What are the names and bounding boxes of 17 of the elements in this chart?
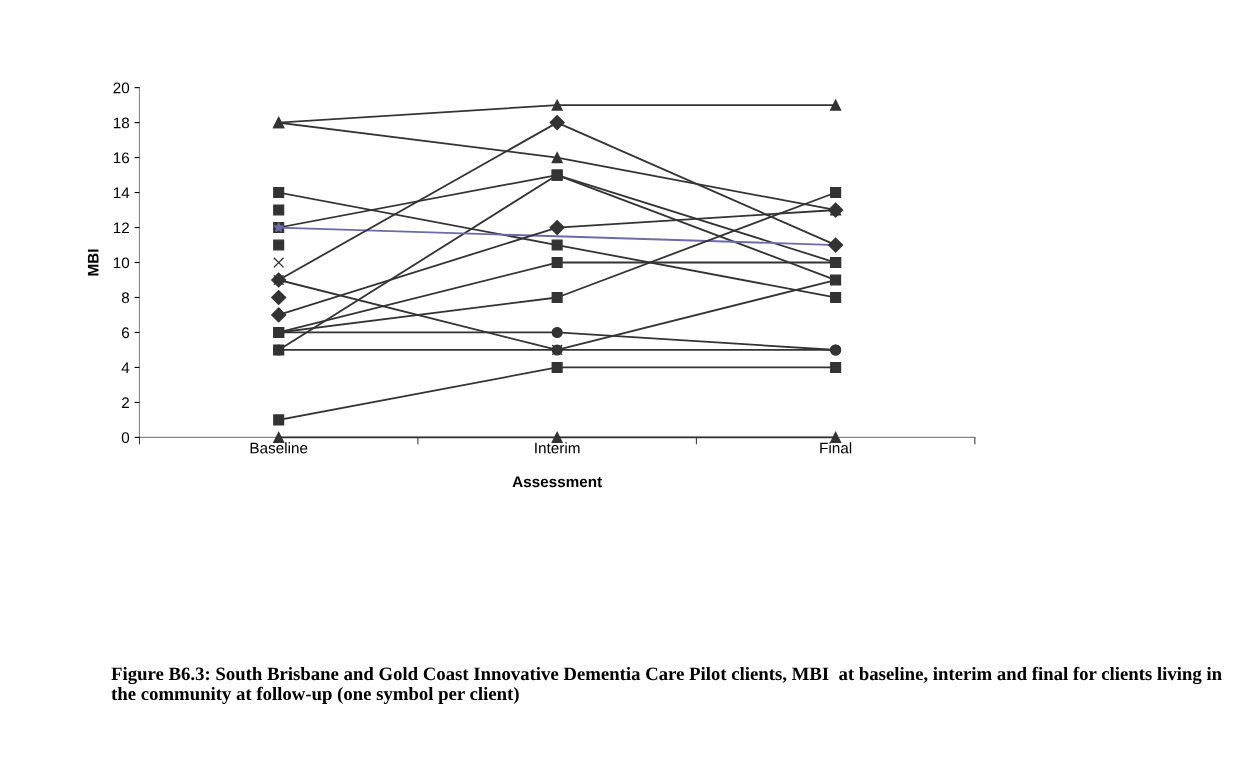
x-tick-label: Interim (535, 442, 580, 454)
y-tick-label: 18 (113, 117, 130, 129)
y-tick-label: 16 (113, 152, 130, 164)
y-tick-label: 14 (113, 187, 130, 199)
x-tick-label: Final (820, 442, 852, 454)
y-tick-label: 8 (121, 292, 130, 304)
caption: Figure B6.3: South Brisbane and Gold Coast Innovative Dementia Care Pilot clients, MBI at baseline, interim and final for clients living in the community at follow-up (one symbol per client) (111, 666, 1222, 704)
x-tick-label: Baseline (250, 442, 308, 454)
y-tick-label: 4 (121, 362, 130, 373)
y-tick-label: 6 (122, 327, 130, 339)
x-axis-title: Assessment (512, 476, 602, 488)
y-tick-label: 0 (121, 432, 130, 444)
y-tick-label: 10 (113, 257, 130, 269)
y-tick-label: 20 (113, 82, 130, 94)
y-tick-label: 2 (121, 397, 129, 408)
y-axis-title: MBI (87, 249, 99, 276)
y-tick-label: 12 (113, 222, 129, 234)
